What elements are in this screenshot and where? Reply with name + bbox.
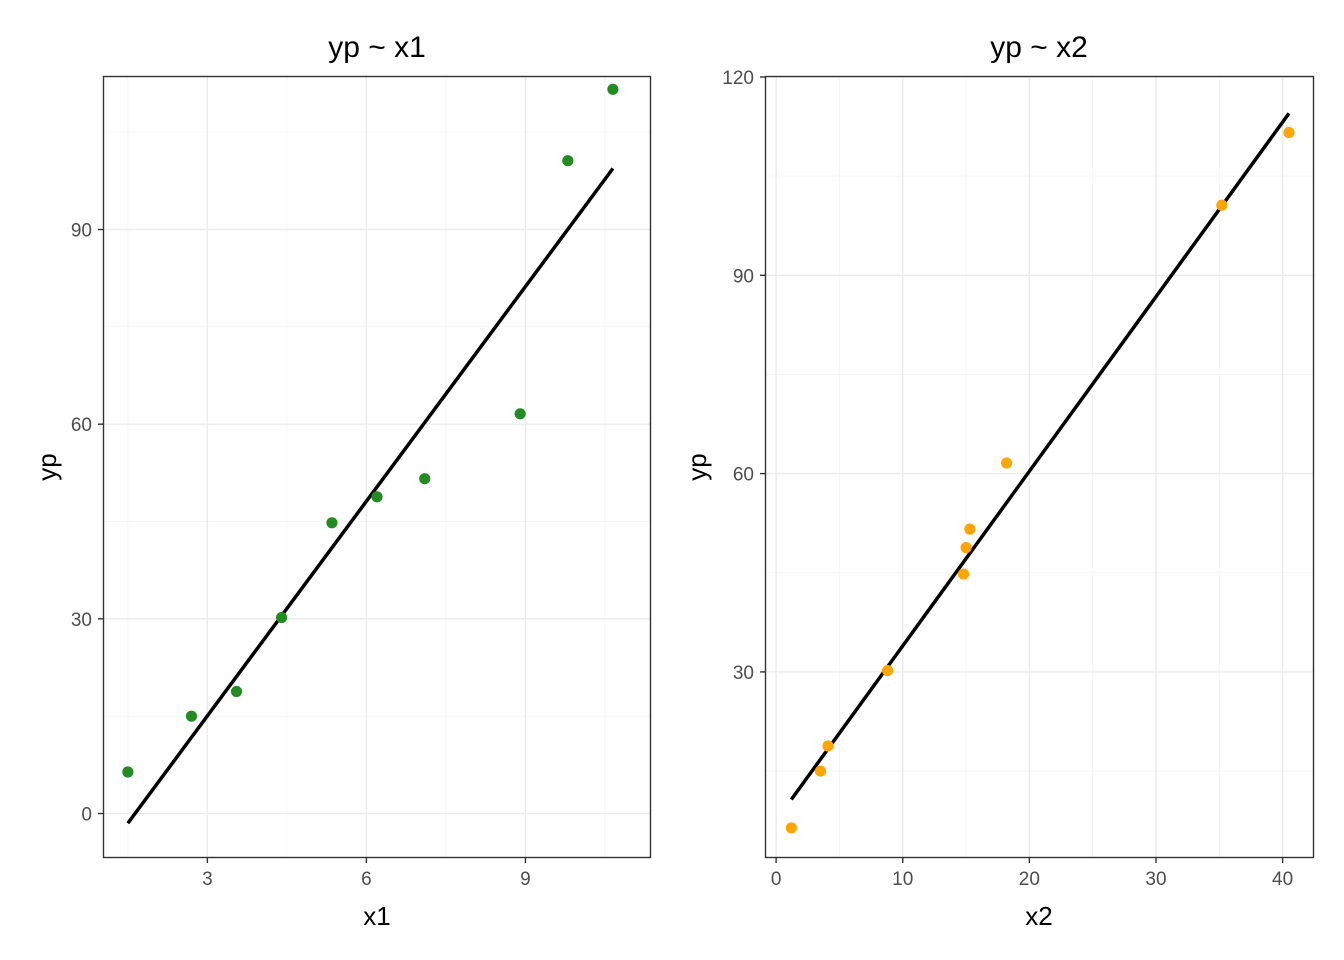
y-tick-label: 60 [71,415,92,436]
x-tick-label: 20 [1019,869,1040,890]
panel-border [102,75,652,859]
fit-line-layer [126,167,615,825]
y-tick-label: 30 [71,610,92,631]
y-tick-label: 0 [81,805,92,826]
data-point [185,710,198,722]
data-point [607,83,619,95]
axes: 0 10 20 30 40 30 60 90 120 [722,68,1293,890]
x-tick-label: 40 [1272,869,1293,890]
data-point [1000,457,1013,469]
regression-line [126,167,615,825]
points-layer [122,83,619,778]
regression-line [789,112,1291,801]
x-axis-title: x1 [363,901,390,931]
data-point [514,408,526,420]
data-point [230,685,243,698]
y-axis-title: yp [682,453,712,480]
y-tick-label: 120 [722,68,754,89]
data-point [371,491,383,503]
data-point [326,517,338,529]
y-tick-label: 30 [733,663,754,684]
data-point [1283,126,1295,139]
fit-line-layer [789,112,1291,801]
chart-title: yp ~ x2 [990,31,1088,64]
panel-border [764,75,1315,859]
data-point [964,523,976,535]
data-point [957,568,970,580]
chart-panel-x2: yp ~ x2 0 10 20 30 40 30 60 90 120 x2 yp [682,31,1315,931]
y-tick-label: 60 [733,465,754,486]
y-tick-label: 90 [733,266,754,287]
data-point [122,766,134,778]
data-point [960,542,972,554]
points-layer [785,126,1295,834]
y-tick-label: 90 [71,220,92,241]
data-point [275,611,288,624]
data-point [562,155,574,167]
x-tick-label: 3 [202,869,213,890]
chart-title: yp ~ x1 [328,31,426,64]
data-point [881,664,894,677]
data-point [785,822,797,834]
gridlines [104,77,650,857]
x-axis-title: x2 [1025,901,1052,931]
x-tick-label: 10 [892,869,913,890]
x-tick-label: 9 [520,869,531,890]
gridlines [766,76,1313,857]
x-tick-label: 6 [361,869,372,890]
x-tick-label: 0 [771,869,782,890]
x-tick-label: 30 [1145,869,1166,890]
y-axis-title: yp [32,453,62,480]
data-point [419,473,431,485]
data-point [1216,199,1228,211]
data-point [822,740,834,752]
data-point [814,765,827,777]
